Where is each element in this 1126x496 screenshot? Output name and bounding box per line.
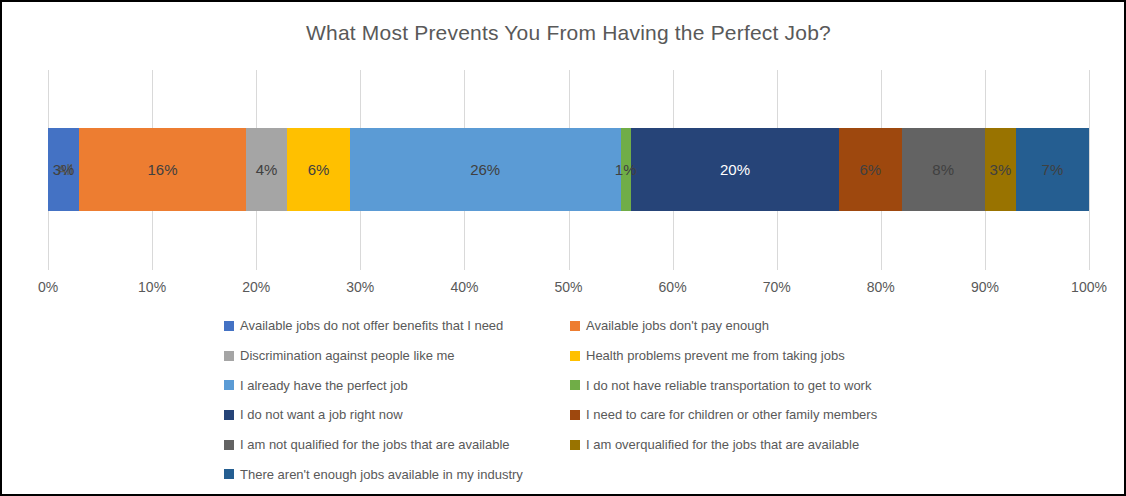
bar-segment: 26% xyxy=(350,128,621,211)
chart-frame: What Most Prevents You From Having the P… xyxy=(0,0,1126,496)
legend-swatch-icon xyxy=(224,410,234,420)
legend-item: Health problems prevent me from taking j… xyxy=(570,341,877,371)
segment-data-label: 16% xyxy=(147,161,177,178)
legend-label: I am not qualified for the jobs that are… xyxy=(240,437,510,452)
segment-data-label: 1% xyxy=(615,161,637,178)
legend-item: I already have the perfect job xyxy=(224,370,570,400)
legend-label: I need to care for children or other fam… xyxy=(586,407,877,422)
x-axis-tick-label: 10% xyxy=(138,279,166,295)
legend-swatch-icon xyxy=(224,380,234,390)
legend-item: There aren't enough jobs available in my… xyxy=(224,459,570,489)
legend-swatch-icon xyxy=(224,321,234,331)
legend: Available jobs do not offer benefits tha… xyxy=(224,311,877,489)
legend-label: Available jobs don't pay enough xyxy=(586,318,769,333)
segment-data-label: 6% xyxy=(308,161,330,178)
segment-data-label: 3% xyxy=(990,161,1012,178)
plot-area: 3% 16% 4% 6% 26% 1% 20% 6% 8% 3% 7% xyxy=(48,70,1089,270)
legend-label: There aren't enough jobs available in my… xyxy=(240,467,523,482)
legend-label: Available jobs do not offer benefits tha… xyxy=(240,318,503,333)
segment-data-label: 26% xyxy=(470,161,500,178)
legend-item: I need to care for children or other fam… xyxy=(570,400,877,430)
legend-label: Health problems prevent me from taking j… xyxy=(586,348,845,363)
bar-segment: 1% xyxy=(621,128,631,211)
legend-label: Discrimination against people like me xyxy=(240,348,455,363)
legend-swatch-icon xyxy=(570,380,580,390)
chart-title: What Most Prevents You From Having the P… xyxy=(48,21,1089,45)
legend-swatch-icon xyxy=(570,321,580,331)
legend-item: Discrimination against people like me xyxy=(224,341,570,371)
gridline xyxy=(1089,70,1090,270)
bar-segment: 6% xyxy=(839,128,901,211)
legend-swatch-icon xyxy=(224,469,234,479)
x-axis-tick-label: 90% xyxy=(971,279,999,295)
legend-swatch-icon xyxy=(224,440,234,450)
x-axis-tick-label: 0% xyxy=(38,279,58,295)
x-axis-tick-label: 30% xyxy=(346,279,374,295)
x-axis-tick-label: 50% xyxy=(554,279,582,295)
bar-segment: 6% xyxy=(287,128,349,211)
x-axis-tick-label: 20% xyxy=(242,279,270,295)
segment-data-label: 6% xyxy=(859,161,881,178)
legend-swatch-icon xyxy=(570,410,580,420)
legend-item: Available jobs do not offer benefits tha… xyxy=(224,311,570,341)
bar-segment: 4% xyxy=(246,128,288,211)
bar-segment: 20% xyxy=(631,128,839,211)
legend-label: I already have the perfect job xyxy=(240,378,408,393)
bar-segment: 7% xyxy=(1016,128,1089,211)
segment-data-label: 20% xyxy=(720,161,750,178)
segment-data-label: 7% xyxy=(1042,161,1064,178)
bar-segment: 16% xyxy=(79,128,246,211)
legend-item: Available jobs don't pay enough xyxy=(570,311,877,341)
legend-item: I am not qualified for the jobs that are… xyxy=(224,430,570,460)
x-axis-tick-label: 60% xyxy=(659,279,687,295)
legend-item: I do not have reliable transportation to… xyxy=(570,370,877,400)
x-axis-tick-label: 100% xyxy=(1071,279,1107,295)
legend-label: I am overqualified for the jobs that are… xyxy=(586,437,859,452)
bar-segment: 8% xyxy=(902,128,985,211)
legend-swatch-icon xyxy=(570,351,580,361)
segment-data-label: 3% xyxy=(53,161,75,178)
stacked-bar: 3% 16% 4% 6% 26% 1% 20% 6% 8% 3% 7% xyxy=(48,128,1089,211)
segment-data-label: 4% xyxy=(256,161,278,178)
legend-label: I do not have reliable transportation to… xyxy=(586,378,871,393)
legend-label: I do not want a job right now xyxy=(240,407,403,422)
x-axis-tick-label: 70% xyxy=(763,279,791,295)
x-axis-tick-label: 80% xyxy=(867,279,895,295)
legend-swatch-icon xyxy=(224,351,234,361)
legend-swatch-icon xyxy=(570,440,580,450)
legend-item: I do not want a job right now xyxy=(224,400,570,430)
x-axis: 0%10%20%30%40%50%60%70%80%90%100% xyxy=(48,279,1089,297)
x-axis-tick-label: 40% xyxy=(450,279,478,295)
legend-item: I am overqualified for the jobs that are… xyxy=(570,430,877,460)
segment-data-label: 8% xyxy=(932,161,954,178)
bar-segment: 3% xyxy=(985,128,1016,211)
